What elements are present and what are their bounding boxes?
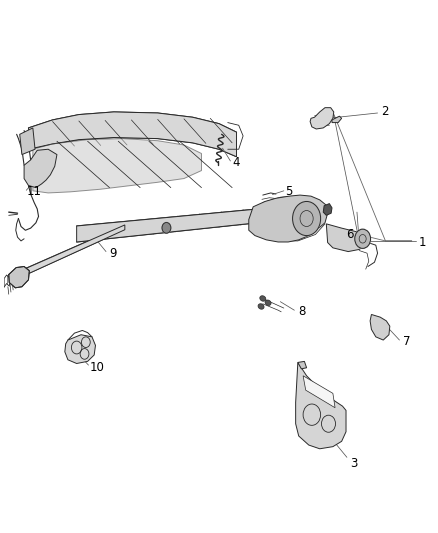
Circle shape: [162, 223, 171, 233]
Polygon shape: [33, 139, 201, 193]
Polygon shape: [25, 225, 125, 275]
Ellipse shape: [260, 296, 266, 301]
Text: 1: 1: [418, 236, 426, 249]
Polygon shape: [332, 116, 342, 123]
Polygon shape: [77, 206, 287, 242]
Polygon shape: [326, 224, 368, 252]
Text: 10: 10: [90, 361, 105, 374]
Polygon shape: [24, 149, 57, 188]
Polygon shape: [298, 361, 307, 369]
Text: 7: 7: [403, 335, 410, 348]
Polygon shape: [28, 112, 237, 157]
Ellipse shape: [258, 304, 264, 309]
Text: 3: 3: [350, 457, 358, 470]
Circle shape: [355, 229, 371, 248]
Polygon shape: [310, 108, 334, 129]
Ellipse shape: [265, 300, 271, 305]
Circle shape: [293, 201, 321, 236]
Polygon shape: [65, 335, 95, 364]
Text: 5: 5: [285, 185, 292, 198]
Polygon shape: [370, 314, 390, 340]
Text: 4: 4: [232, 156, 240, 169]
Polygon shape: [249, 195, 328, 242]
Polygon shape: [303, 376, 335, 408]
Polygon shape: [296, 362, 346, 449]
Text: 11: 11: [26, 185, 41, 198]
Text: 2: 2: [381, 106, 389, 118]
Text: 6: 6: [346, 228, 353, 241]
Polygon shape: [20, 128, 35, 155]
Text: 8: 8: [298, 305, 305, 318]
Polygon shape: [9, 266, 29, 288]
Text: 9: 9: [110, 247, 117, 260]
Polygon shape: [323, 204, 332, 215]
